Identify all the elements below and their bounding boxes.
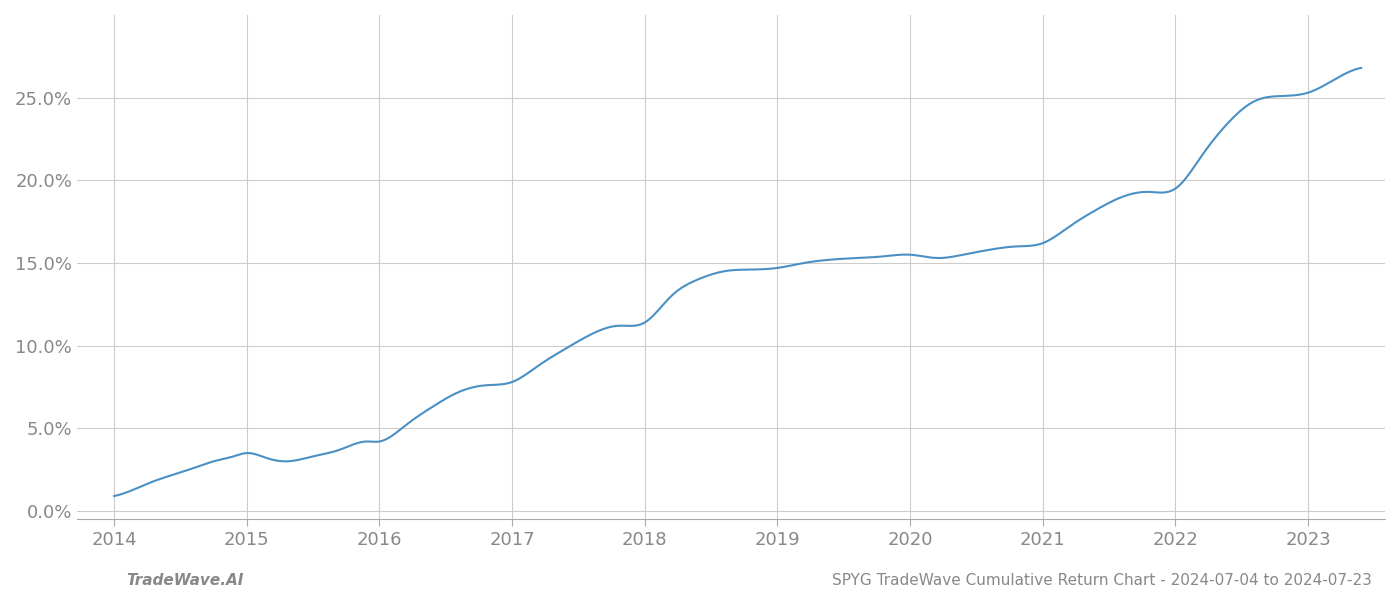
Text: SPYG TradeWave Cumulative Return Chart - 2024-07-04 to 2024-07-23: SPYG TradeWave Cumulative Return Chart -…: [832, 573, 1372, 588]
Text: TradeWave.AI: TradeWave.AI: [126, 573, 244, 588]
